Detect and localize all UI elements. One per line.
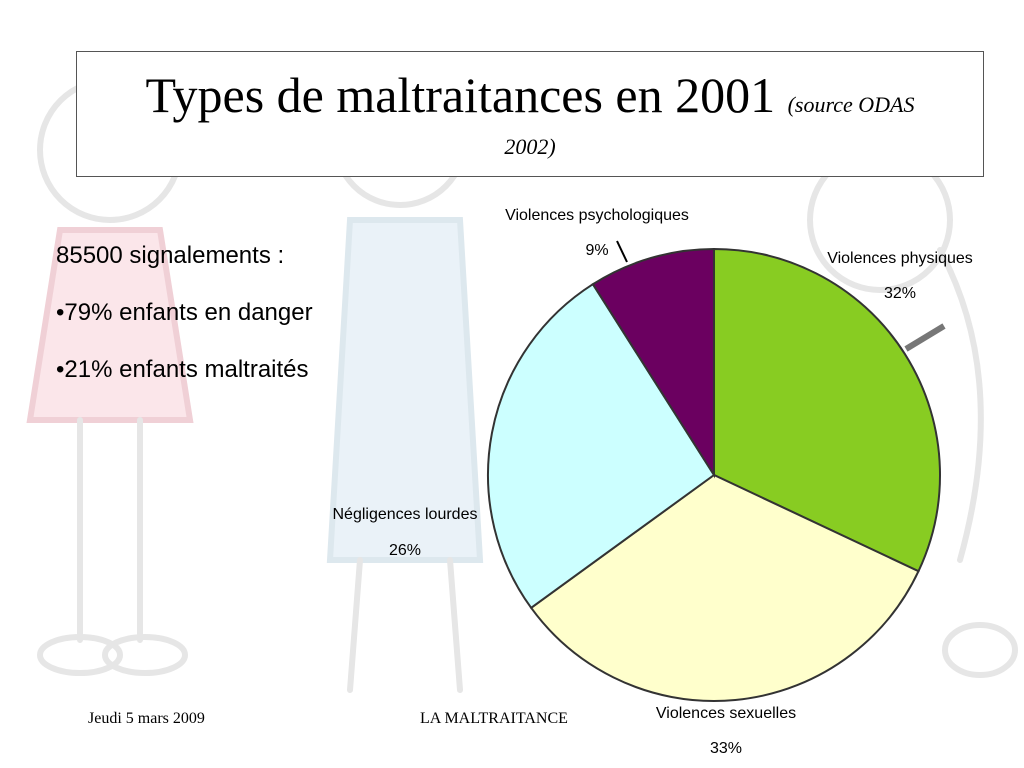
leader-line-physiques [904,323,946,352]
label-negligences: Négligences lourdes [333,506,478,523]
slice-violences-sexuelles [529,473,920,702]
label-sexuelles: Violences sexuelles [656,705,796,722]
fact-danger: •79% enfants en danger [56,299,313,326]
value-label-sexuelles: 33% [710,740,742,757]
fact-maltraites: •21% enfants maltraités [56,356,309,383]
value-label-physiques: 32% [884,285,916,302]
slice-violences-physiques [713,247,941,573]
title-box: Types de maltraitances en 2001 (source O… [76,51,984,177]
footer-date: Jeudi 5 mars 2009 [88,710,205,727]
slice-violences-psychologiques [591,247,715,479]
leader-line-psychologiques [616,240,628,263]
slice-negligences-lourdes [487,282,716,610]
label-physiques: Violences physiques [827,250,973,267]
value-label-psychologiques: 9% [585,242,608,259]
slide-title: Types de maltraitances en 2001 [145,67,776,123]
fact-signalements: 85500 signalements : [56,242,285,269]
source-note-year: 2002) [504,134,556,159]
facts-list: 85500 signalements : •79% enfants en dan… [56,240,313,411]
footer-title: LA MALTRAITANCE [420,710,568,727]
label-psychologiques: Violences psychologiques [505,207,689,224]
source-note: (source ODAS [787,92,915,117]
value-label-negligences: 26% [389,542,421,559]
